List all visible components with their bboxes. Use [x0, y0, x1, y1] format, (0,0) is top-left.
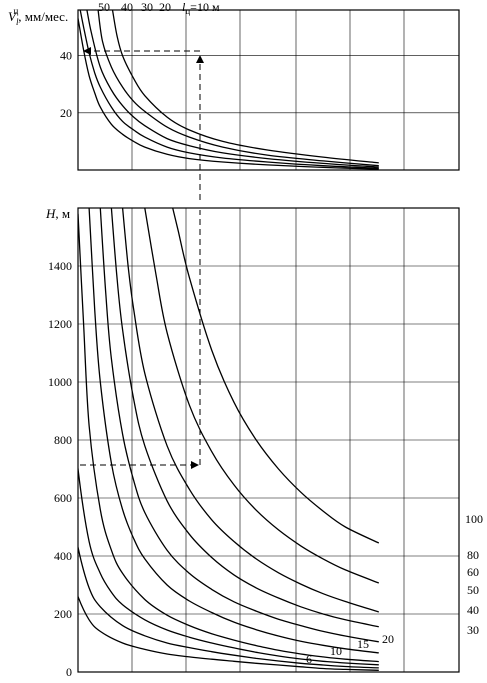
bottom-chart-curve-labels: 6 10 15 20 30 40 50 60 80 100: [306, 512, 483, 666]
curve-6: [78, 594, 379, 671]
curve-label-10: 10: [330, 644, 342, 658]
curve-label-40: 40: [467, 603, 479, 617]
y-tick-label: 800: [54, 433, 72, 447]
y-tick-label: 600: [54, 491, 72, 505]
top-chart-y-axis-title: Vlц, мм/мес.: [8, 6, 68, 27]
curve-20: [97, 10, 379, 167]
curve-40: [99, 208, 379, 643]
curve-80: [144, 208, 380, 584]
curve-label-50: 50: [467, 583, 479, 597]
curve-30: [86, 10, 379, 168]
curve-100: [172, 208, 380, 544]
curve-label-40: 40: [121, 0, 133, 14]
curve-label-30: 30: [467, 623, 479, 637]
y-tick-label: 1000: [48, 375, 72, 389]
curve-20: [78, 213, 379, 663]
curve-30: [88, 208, 379, 654]
curve-10: [111, 10, 379, 164]
curve-label-60: 60: [467, 565, 479, 579]
top-chart-frame: [77, 9, 460, 171]
top-chart-grid: [78, 10, 459, 170]
curve-50: [110, 208, 379, 628]
curve-label-30: 30: [141, 0, 153, 14]
curve-label-20: 20: [382, 632, 394, 646]
curve-label-6: 6: [306, 652, 312, 666]
curve-15: [78, 463, 379, 666]
curve-label-80: 80: [467, 548, 479, 562]
bottom-chart-y-ticks: 0 200 400 600 800 1000 1200 1400: [48, 259, 72, 679]
curve-label-100: 100: [465, 512, 483, 526]
y-tick-label: 400: [54, 549, 72, 563]
y-tick-label: 0: [66, 665, 72, 679]
curve-10: [78, 544, 379, 669]
curve-label-50: 50: [98, 0, 110, 14]
example-guide: [80, 47, 204, 469]
bottom-chart-curves: [78, 208, 380, 671]
y-tick-label: 1200: [48, 317, 72, 331]
top-chart-curve-labels: lц=10 м 20 30 40 50: [98, 0, 220, 16]
y-tick-label: 200: [54, 607, 72, 621]
curve-50: [78, 15, 379, 170]
y-tick-label: 1400: [48, 259, 72, 273]
curve-60: [121, 208, 379, 613]
curve-label-15: 15: [357, 637, 369, 651]
curve-label-10: lц=10 м: [182, 0, 220, 16]
bottom-chart-grid: [78, 208, 459, 672]
curve-40: [79, 10, 379, 169]
curve-label-20: 20: [159, 0, 171, 14]
bottom-chart-y-axis-title: H, м: [45, 206, 70, 221]
y-tick-label: 20: [60, 106, 72, 120]
y-tick-label: 40: [60, 49, 72, 63]
top-chart-curves: [78, 10, 379, 170]
